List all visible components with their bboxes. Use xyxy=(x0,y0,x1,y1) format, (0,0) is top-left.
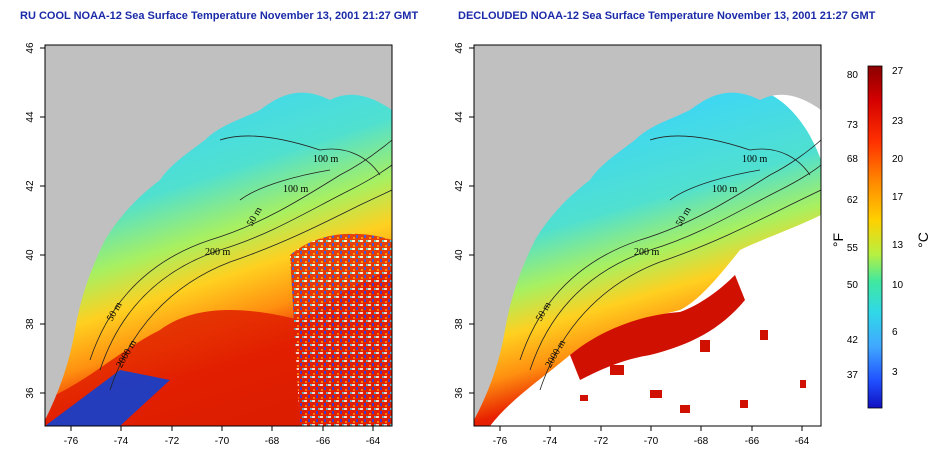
fahrenheit-unit-label: °F xyxy=(830,233,846,247)
left-y-tick-label: 40 xyxy=(25,249,36,261)
fahrenheit-tick-label: 55 xyxy=(847,243,859,254)
right-x-tick-label: -70 xyxy=(644,436,659,447)
right-contour-label: 100 m xyxy=(742,154,768,165)
celsius-tick-label: 23 xyxy=(892,116,904,127)
left-bathymetry-contours xyxy=(89,135,392,391)
left-x-tick-label: -66 xyxy=(316,436,331,447)
celsius-unit-label: °C xyxy=(915,232,931,248)
right-eddy-patches xyxy=(580,330,806,413)
fahrenheit-tick-label: 62 xyxy=(847,195,859,206)
right-map: 100 m 100 m 50 m 200 m 50 m 2000 m xyxy=(474,45,821,426)
left-ticks xyxy=(40,47,374,431)
left-y-tick-label: 38 xyxy=(25,318,36,330)
celsius-tick-label: 6 xyxy=(892,327,898,338)
left-plot-frame xyxy=(44,44,393,427)
left-y-tick-label: 42 xyxy=(25,180,36,192)
fahrenheit-tick-label: 73 xyxy=(847,120,859,131)
celsius-tick-label: 10 xyxy=(892,280,904,291)
right-plot-frame xyxy=(473,44,822,427)
fahrenheit-tick-label: 68 xyxy=(847,154,859,165)
left-y-tick-label: 44 xyxy=(25,111,36,123)
right-y-tick-label: 40 xyxy=(454,249,465,261)
right-x-tick-label: -64 xyxy=(795,436,810,447)
left-x-tick-label: -76 xyxy=(64,436,79,447)
celsius-tick-label: 17 xyxy=(892,192,904,203)
left-cold-noise xyxy=(45,370,170,426)
left-x-tick-label: -74 xyxy=(114,436,129,447)
left-map: 100 m 100 m 50 m 200 m 50 m 2000 m xyxy=(45,45,392,426)
right-x-tick-label: -66 xyxy=(745,436,760,447)
right-x-tick-label: -68 xyxy=(694,436,709,447)
right-x-tick-label: -74 xyxy=(543,436,558,447)
left-contour-label: 200 m xyxy=(205,247,231,258)
left-x-tick-label: -72 xyxy=(165,436,180,447)
right-land-mass xyxy=(474,45,821,420)
left-y-tick-label: 46 xyxy=(25,42,36,54)
right-contour-label: 200 m xyxy=(634,247,660,258)
fahrenheit-tick-label: 42 xyxy=(847,335,859,346)
right-y-tick-label: 38 xyxy=(454,318,465,330)
fahrenheit-tick-label: 80 xyxy=(847,70,859,81)
right-bathymetry-contours xyxy=(519,135,821,391)
colorbar xyxy=(867,65,883,409)
celsius-tick-label: 3 xyxy=(892,367,898,378)
right-y-tick-label: 46 xyxy=(454,42,465,54)
left-x-tick-label: -68 xyxy=(265,436,280,447)
right-y-tick-label: 42 xyxy=(454,180,465,192)
left-cloud-noise xyxy=(290,233,392,426)
right-gulf-stream xyxy=(570,275,745,380)
right-ticks xyxy=(469,47,803,431)
left-contour-label: 100 m xyxy=(283,184,309,195)
left-x-tick-label: -64 xyxy=(366,436,381,447)
right-y-tick-label: 36 xyxy=(454,387,465,399)
fahrenheit-tick-label: 50 xyxy=(847,280,859,291)
left-panel-title: RU COOL NOAA-12 Sea Surface Temperature … xyxy=(20,10,419,22)
right-y-tick-label: 44 xyxy=(454,111,465,123)
right-x-tick-label: -76 xyxy=(493,436,508,447)
right-x-tick-label: -72 xyxy=(594,436,609,447)
right-panel-title: DECLOUDED NOAA-12 Sea Surface Temperatur… xyxy=(458,10,876,22)
left-contour-label: 100 m xyxy=(313,154,339,165)
left-y-tick-label: 36 xyxy=(25,387,36,399)
left-x-tick-label: -70 xyxy=(215,436,230,447)
right-contour-label: 100 m xyxy=(712,184,738,195)
celsius-tick-label: 20 xyxy=(892,154,904,165)
left-land-mass xyxy=(45,45,392,420)
celsius-tick-label: 27 xyxy=(892,66,904,77)
celsius-tick-label: 13 xyxy=(892,240,904,251)
fahrenheit-tick-label: 37 xyxy=(847,370,859,381)
